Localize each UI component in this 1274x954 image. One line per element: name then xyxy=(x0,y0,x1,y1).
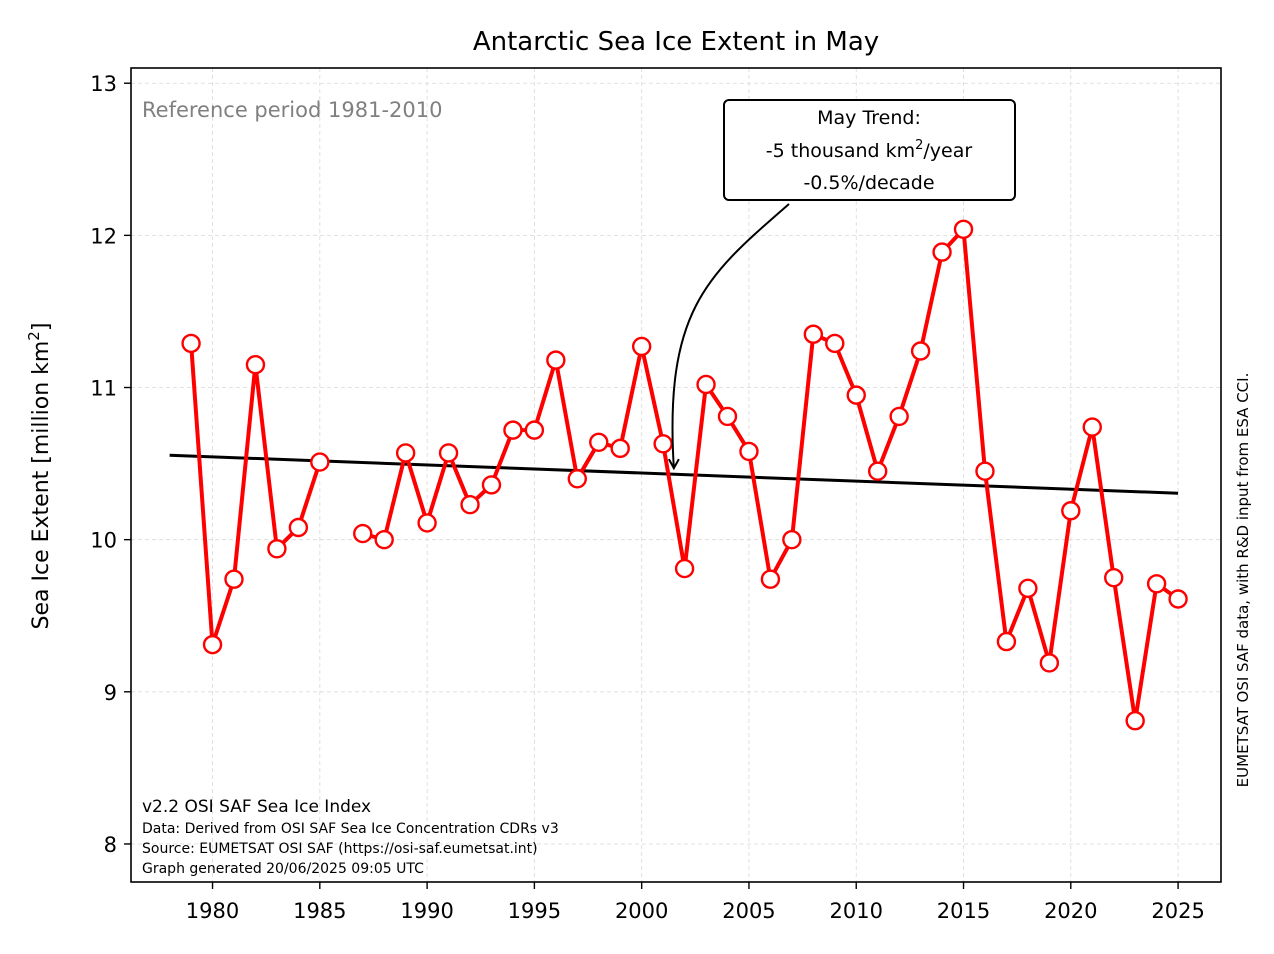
data-point-1988 xyxy=(374,529,394,550)
data-point-1983 xyxy=(267,539,287,559)
data-point-1992 xyxy=(460,494,480,515)
series-line-segment-0 xyxy=(189,343,322,647)
data-source-side-note: EUMETSAT OSI SAF data, with R&D input fr… xyxy=(1234,373,1252,788)
data-point-1987 xyxy=(353,523,373,544)
annotation-arrow xyxy=(671,203,790,469)
data-point-2021 xyxy=(1082,417,1102,437)
chart-title: Antarctic Sea Ice Extent in May xyxy=(473,27,879,57)
data-point-2018 xyxy=(1018,578,1038,599)
data-point-1995 xyxy=(524,420,545,440)
annotation-line-2: -5 thousand km2/year xyxy=(766,138,973,162)
data-point-2006 xyxy=(760,569,781,589)
data-point-2000 xyxy=(631,336,652,357)
y-tick-label-11: 11 xyxy=(90,377,117,401)
data-point-2008 xyxy=(803,324,824,344)
axis-ticks: 1980 1985 1990 1995 2000 2005 2010 2015 2020 2025… xyxy=(90,72,1205,923)
data-point-2003 xyxy=(696,374,716,395)
annotation-arrowhead xyxy=(667,458,680,471)
data-point-2014 xyxy=(932,242,952,262)
data-point-1991 xyxy=(438,443,459,463)
data-point-2020 xyxy=(1061,501,1081,521)
trend-line xyxy=(169,453,1179,495)
y-tick-label-8: 8 xyxy=(104,833,117,857)
plot-frame xyxy=(130,67,1222,883)
data-point-1980 xyxy=(202,634,223,655)
x-tick-label-2020: 2020 xyxy=(1044,899,1097,923)
annotation-box xyxy=(723,99,1016,201)
data-point-1979 xyxy=(181,333,201,354)
data-point-2005 xyxy=(739,441,759,462)
x-tick-label-2000: 2000 xyxy=(615,899,668,923)
data-point-2010 xyxy=(846,385,866,405)
annotation-line-1: May Trend: xyxy=(817,107,921,129)
y-axis-label: Sea Ice Extent [million km2] xyxy=(25,323,54,630)
footer-line-1: v2.2 OSI SAF Sea Ice Index xyxy=(142,797,371,817)
data-point-2001 xyxy=(653,434,673,454)
data-point-1982 xyxy=(245,354,266,375)
data-point-1993 xyxy=(481,475,502,495)
footer-notes: v2.2 OSI SAF Sea Ice Index Data: Derived… xyxy=(142,797,559,877)
data-point-1989 xyxy=(395,443,416,463)
series-line-segment-1 xyxy=(362,227,1180,723)
data-point-1997 xyxy=(567,469,587,489)
data-point-2022 xyxy=(1104,568,1124,588)
data-point-1996 xyxy=(546,350,566,370)
data-point-1984 xyxy=(288,517,309,538)
data-point-2004 xyxy=(717,406,738,427)
x-tick-label-2015: 2015 xyxy=(937,899,990,923)
data-point-2019 xyxy=(1039,653,1060,673)
data-point-1999 xyxy=(610,438,630,459)
y-tick-label-10: 10 xyxy=(90,529,117,553)
data-point-1998 xyxy=(589,432,609,452)
data-point-2013 xyxy=(910,341,931,361)
data-point-2015 xyxy=(953,219,974,239)
data-point-2016 xyxy=(975,461,995,481)
data-point-2009 xyxy=(825,333,845,354)
x-tick-label-2005: 2005 xyxy=(722,899,775,923)
x-tick-label-1980: 1980 xyxy=(186,899,239,923)
footer-line-3: Source: EUMETSAT OSI SAF (https://osi-sa… xyxy=(142,841,538,857)
data-point-1985 xyxy=(310,452,330,472)
data-point-2012 xyxy=(889,406,909,427)
data-point-2002 xyxy=(674,558,695,579)
footer-line-2: Data: Derived from OSI SAF Sea Ice Conce… xyxy=(142,821,559,837)
x-tick-label-1985: 1985 xyxy=(293,899,346,923)
data-point-2007 xyxy=(782,529,802,550)
annotation-line-3: -0.5%/decade xyxy=(803,172,934,194)
data-point-2017 xyxy=(996,631,1017,652)
y-tick-label-9: 9 xyxy=(104,681,117,705)
trend-annotation: May Trend: -5 thousand km2/year -0.5%/de… xyxy=(667,99,1016,471)
data-point-2024 xyxy=(1146,574,1167,594)
data-point-2025 xyxy=(1168,589,1188,609)
data-point-1994 xyxy=(503,420,523,440)
x-tick-label-1990: 1990 xyxy=(400,899,453,923)
data-points xyxy=(181,219,1188,731)
x-tick-label-2025: 2025 xyxy=(1151,899,1204,923)
trend-line-path xyxy=(169,453,1179,495)
x-tick-label-2010: 2010 xyxy=(830,899,883,923)
data-point-2011 xyxy=(867,461,888,481)
footer-line-4: Graph generated 20/06/2025 09:05 UTC xyxy=(142,861,424,877)
y-tick-label-13: 13 xyxy=(90,72,117,96)
data-point-1990 xyxy=(417,513,437,533)
y-tick-label-12: 12 xyxy=(90,224,117,248)
data-point-2023 xyxy=(1125,711,1145,731)
reference-period-note: Reference period 1981-2010 xyxy=(142,98,442,122)
grid xyxy=(131,68,1221,882)
x-tick-label-1995: 1995 xyxy=(508,899,561,923)
data-point-1981 xyxy=(224,569,244,589)
